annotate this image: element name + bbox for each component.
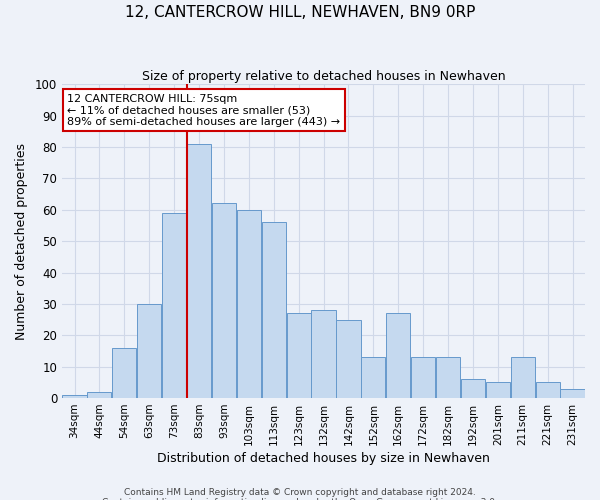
Bar — [262, 222, 286, 398]
Bar — [112, 348, 136, 398]
Bar — [287, 314, 311, 398]
Bar — [187, 144, 211, 398]
Bar — [361, 358, 385, 398]
Bar — [560, 388, 584, 398]
Bar — [88, 392, 112, 398]
Bar — [62, 395, 86, 398]
Bar — [486, 382, 510, 398]
Text: 12, CANTERCROW HILL, NEWHAVEN, BN9 0RP: 12, CANTERCROW HILL, NEWHAVEN, BN9 0RP — [125, 5, 475, 20]
Bar — [311, 310, 335, 398]
Title: Size of property relative to detached houses in Newhaven: Size of property relative to detached ho… — [142, 70, 505, 83]
Bar — [162, 213, 186, 398]
Bar — [436, 358, 460, 398]
Bar — [237, 210, 261, 398]
Bar — [411, 358, 435, 398]
Bar — [536, 382, 560, 398]
Text: 12 CANTERCROW HILL: 75sqm
← 11% of detached houses are smaller (53)
89% of semi-: 12 CANTERCROW HILL: 75sqm ← 11% of detac… — [67, 94, 340, 127]
Text: Contains HM Land Registry data © Crown copyright and database right 2024.: Contains HM Land Registry data © Crown c… — [124, 488, 476, 497]
Bar — [511, 358, 535, 398]
Bar — [212, 204, 236, 398]
Bar — [386, 314, 410, 398]
Bar — [461, 379, 485, 398]
Bar — [137, 304, 161, 398]
X-axis label: Distribution of detached houses by size in Newhaven: Distribution of detached houses by size … — [157, 452, 490, 465]
Bar — [337, 320, 361, 398]
Text: Contains public sector information licensed under the Open Government Licence v.: Contains public sector information licen… — [102, 498, 498, 500]
Y-axis label: Number of detached properties: Number of detached properties — [15, 142, 28, 340]
